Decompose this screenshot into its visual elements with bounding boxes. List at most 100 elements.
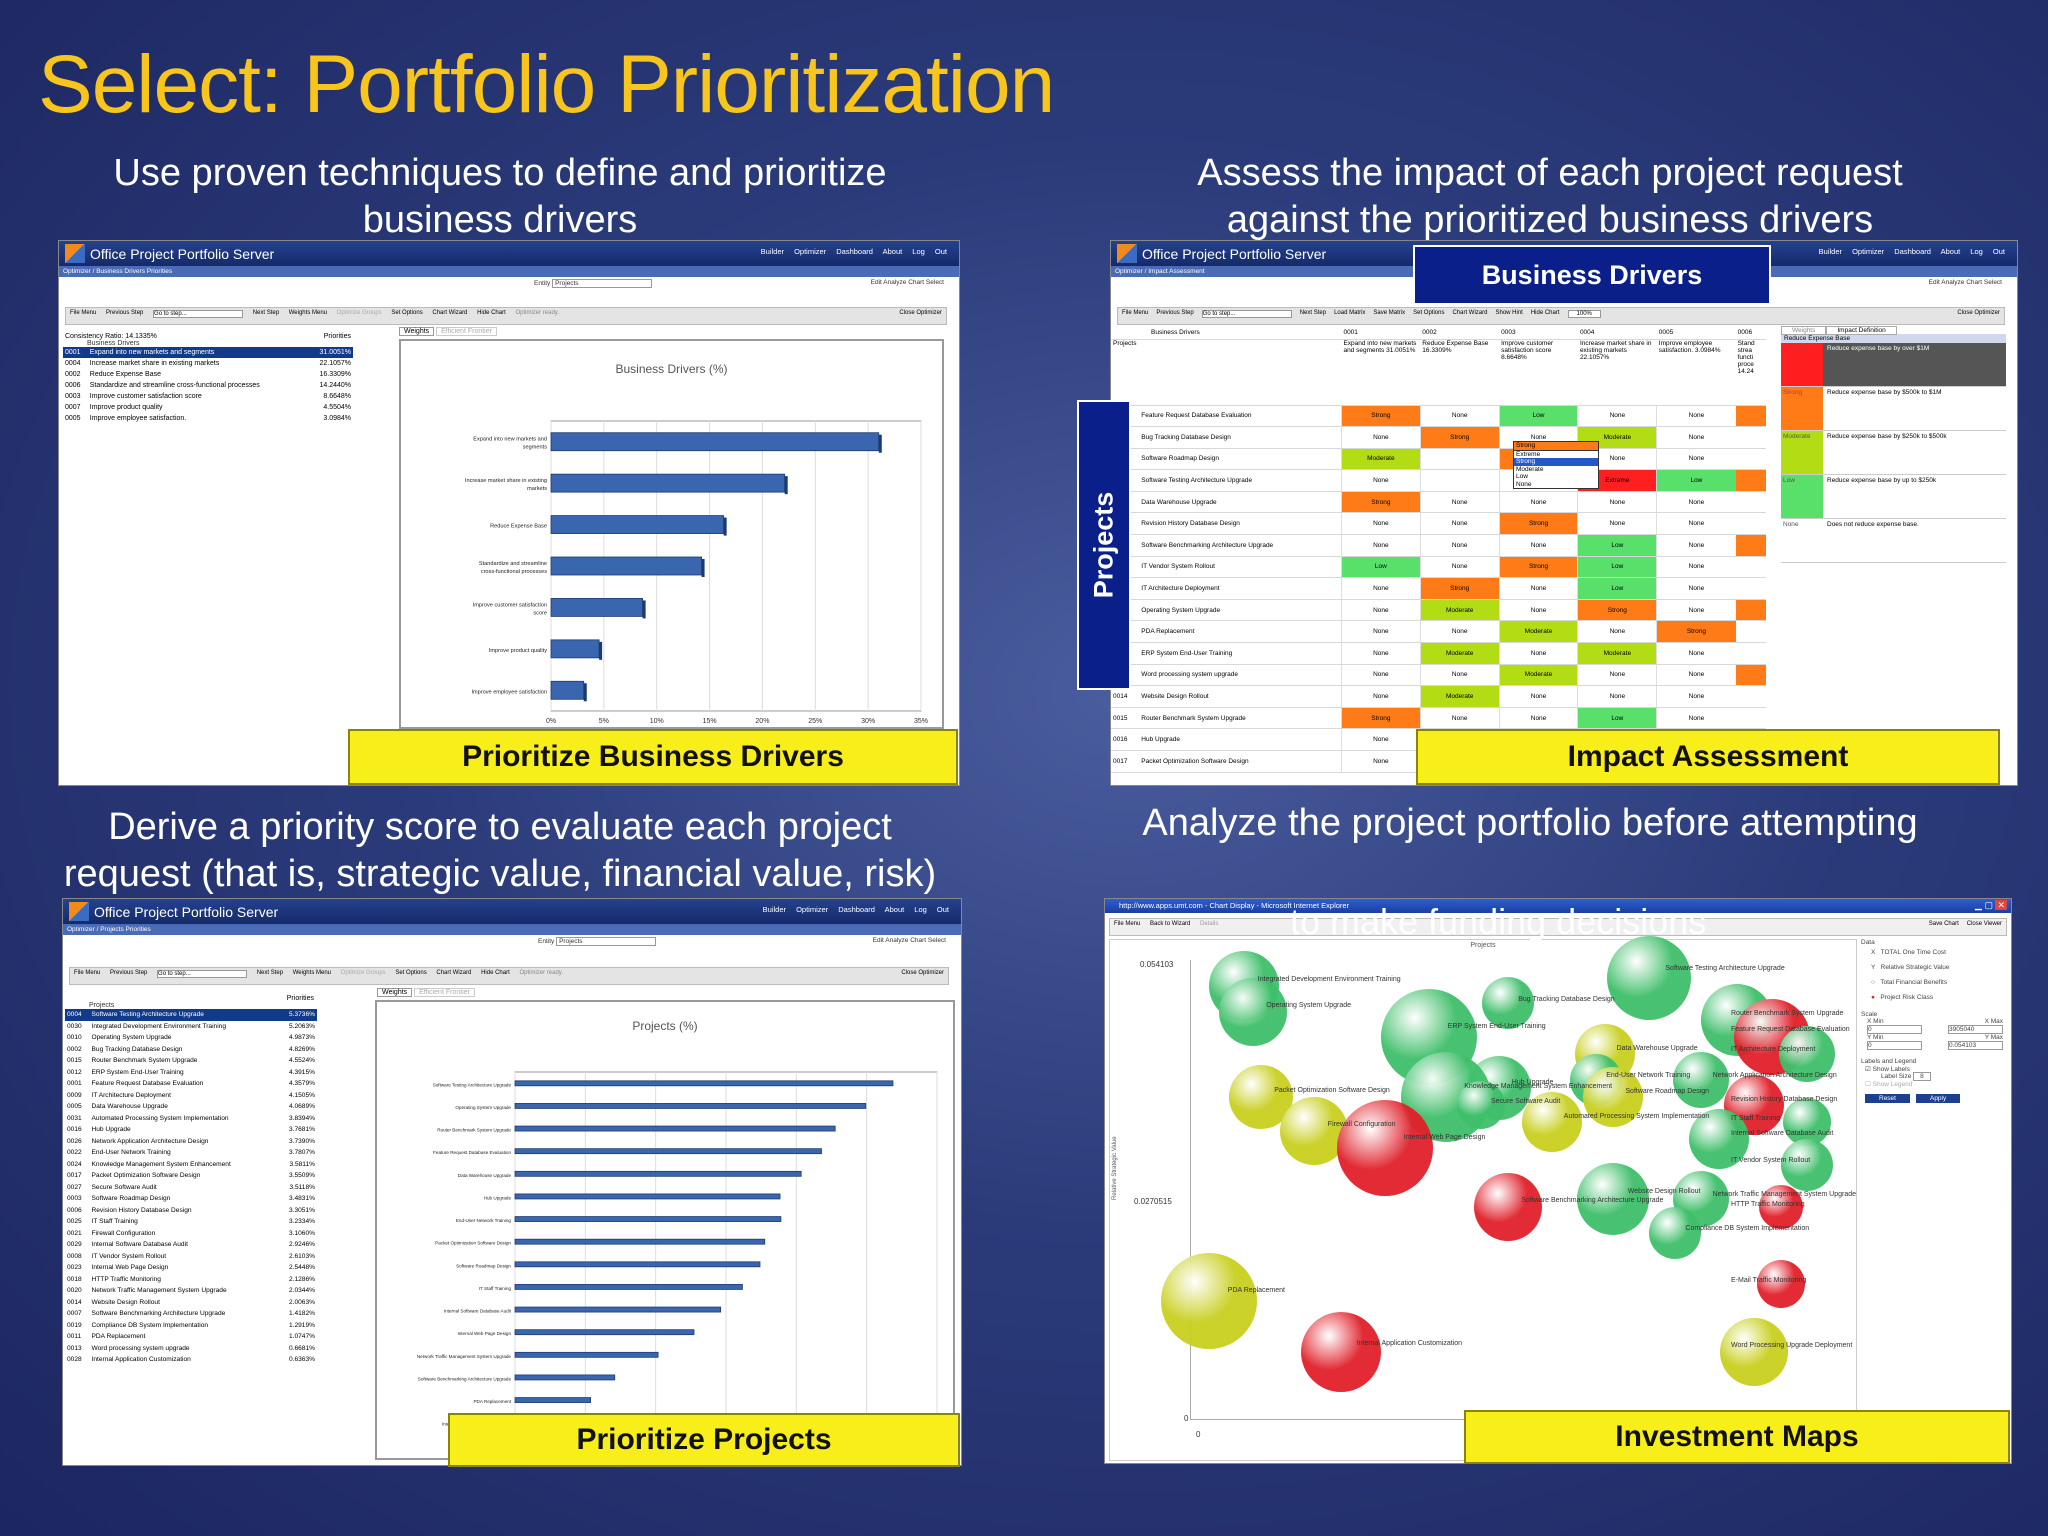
reset-button[interactable]: Reset <box>1865 1094 1910 1103</box>
previous-step-button[interactable]: Previous Step <box>110 970 148 976</box>
impact-cell[interactable] <box>1735 707 1766 730</box>
impact-cell[interactable]: Strong <box>1656 620 1736 644</box>
dropdown-option[interactable]: Moderate <box>1516 465 1544 473</box>
impact-cell[interactable]: None <box>1498 491 1578 514</box>
project-row[interactable]: 0024 Knowledge Management System Enhancem… <box>65 1159 317 1171</box>
project-row[interactable]: 0005 Data Warehouse Upgrade 4.0689% <box>65 1101 317 1113</box>
impact-cell[interactable]: Low <box>1577 577 1657 600</box>
impact-cell[interactable] <box>1735 685 1766 708</box>
previous-step-button[interactable]: Previous Step <box>106 310 144 316</box>
impact-cell[interactable]: None <box>1577 512 1657 536</box>
impact-cell[interactable]: Strong <box>1340 405 1421 428</box>
project-row[interactable]: 0015 Router Benchmark System Upgrade 4.552… <box>65 1055 317 1067</box>
impact-cell[interactable] <box>1735 512 1766 536</box>
details-button[interactable]: Details <box>1200 921 1219 927</box>
impact-cell[interactable]: None <box>1656 512 1736 536</box>
impact-cell[interactable]: None <box>1656 642 1736 665</box>
project-row[interactable]: 0006 Revision History Database Design 3.30… <box>65 1205 317 1217</box>
impact-cell[interactable]: None <box>1498 707 1578 730</box>
impact-cell[interactable]: Low <box>1577 534 1657 557</box>
chart-wizard-button[interactable]: Chart Wizard <box>432 310 468 316</box>
impact-cell[interactable]: Moderate <box>1577 642 1657 665</box>
y-max-input[interactable]: 0.054103 <box>1948 1041 2003 1050</box>
impact-cell[interactable] <box>1735 620 1766 644</box>
impact-cell[interactable]: None <box>1577 405 1657 428</box>
impact-cell[interactable] <box>1419 469 1500 492</box>
sub-nav[interactable]: Edit Analyze Chart Select <box>872 937 946 944</box>
project-bubble[interactable] <box>1300 1311 1381 1392</box>
y-min-input[interactable]: 0 <box>1867 1041 1922 1050</box>
x-field-value[interactable]: TOTAL One Time Cost <box>1880 949 1946 956</box>
impact-cell[interactable]: None <box>1419 491 1500 514</box>
impact-cell[interactable]: Moderate <box>1498 620 1578 644</box>
impact-cell[interactable]: None <box>1498 599 1578 622</box>
entity-selector[interactable]: Entity Projects <box>538 937 657 946</box>
optimize-groups-button[interactable]: Optimize Groups <box>340 970 386 976</box>
impact-cell[interactable]: Strong <box>1340 491 1421 514</box>
show-labels-checkbox[interactable]: ☑ <box>1865 1066 1871 1073</box>
project-row[interactable]: 0014 Website Design Rollout 2.0063% <box>65 1297 317 1309</box>
project-bubble[interactable] <box>1606 935 1691 1020</box>
impact-cell[interactable] <box>1419 448 1500 471</box>
show-legend-checkbox[interactable]: ☐ <box>1865 1081 1871 1088</box>
project-bubble[interactable] <box>1673 1051 1730 1108</box>
project-bubble[interactable] <box>1783 1098 1831 1147</box>
project-row[interactable]: 0003 Software Roadmap Design 3.4831% <box>65 1193 317 1205</box>
go-to-step-select[interactable]: Go to step... <box>1201 310 1292 318</box>
impact-cell[interactable]: None <box>1340 685 1421 708</box>
project-row[interactable]: 0026 Network Application Architecture Des… <box>65 1136 317 1148</box>
project-row[interactable]: 0013 Word processing system upgrade 0.6681… <box>65 1343 317 1355</box>
project-row[interactable]: 0012 ERP System End-User Training 4.3915% <box>65 1067 317 1079</box>
impact-cell[interactable]: None <box>1340 664 1421 687</box>
project-row[interactable]: 0018 HTTP Traffic Monitoring 2.1286% <box>65 1274 317 1286</box>
impact-cell[interactable] <box>1735 491 1766 514</box>
impact-cell[interactable]: Strong <box>1498 512 1578 536</box>
previous-step-button[interactable]: Previous Step <box>1156 310 1194 316</box>
dropdown-option[interactable]: Extreme <box>1516 450 1541 458</box>
tab-weights[interactable]: Weights <box>377 988 413 997</box>
project-row[interactable]: 0002 Bug Tracking Database Design 4.8269% <box>65 1044 317 1056</box>
dropdown-current[interactable]: Strong <box>1514 442 1598 451</box>
impact-cell[interactable]: None <box>1498 642 1578 665</box>
project-row[interactable]: 0009 IT Architecture Deployment 4.1505% <box>65 1090 317 1102</box>
impact-cell[interactable]: None <box>1340 620 1421 644</box>
project-row[interactable]: 0023 Internal Web Page Design 2.5448% <box>65 1262 317 1274</box>
impact-definition-row[interactable]: Strong Reduce expense base by $500k to $1… <box>1781 387 2006 431</box>
show-hint-button[interactable]: Show Hint <box>1495 310 1523 316</box>
project-bubble[interactable] <box>1720 1317 1789 1386</box>
impact-cell[interactable]: Low <box>1340 556 1421 579</box>
hide-chart-button[interactable]: Hide Chart <box>1530 310 1560 316</box>
next-step-button[interactable]: Next Step <box>1299 310 1327 316</box>
project-row[interactable]: 0010 Operating System Upgrade 4.9873% <box>65 1032 317 1044</box>
sub-nav[interactable]: Edit Analyze Chart Select <box>1928 279 2002 286</box>
impact-cell[interactable]: Low <box>1577 707 1657 730</box>
impact-cell[interactable] <box>1735 448 1766 471</box>
impact-cell[interactable]: None <box>1340 534 1421 557</box>
impact-cell[interactable]: None <box>1656 534 1736 557</box>
tab-weights[interactable]: Weights <box>1781 326 1827 335</box>
project-bubble[interactable] <box>1758 1185 1803 1230</box>
project-row[interactable]: 0029 Internal Software Database Audit 2.92… <box>65 1239 317 1251</box>
load-matrix-button[interactable]: Load Matrix <box>1334 310 1366 316</box>
impact-cell[interactable]: None <box>1656 556 1736 579</box>
x-max-input[interactable]: 3905040 <box>1948 1025 2003 1034</box>
impact-cell[interactable]: None <box>1498 534 1578 557</box>
project-bubble[interactable] <box>1649 1206 1701 1259</box>
impact-cell[interactable]: Strong <box>1340 707 1421 730</box>
impact-definition-row[interactable]: Low Reduce expense base by up to $250k <box>1781 475 2006 519</box>
project-bubble[interactable] <box>1583 1066 1644 1127</box>
impact-cell[interactable]: None <box>1656 491 1736 514</box>
impact-cell[interactable]: Strong <box>1419 426 1500 449</box>
tab-efficient-frontier[interactable]: Efficient Frontier <box>414 988 475 997</box>
driver-row[interactable]: 0007 Improve product quality 4.5504% <box>63 402 353 413</box>
tab-weights[interactable]: Weights <box>399 327 435 336</box>
impact-cell[interactable]: None <box>1340 512 1421 536</box>
impact-definition-row[interactable]: Extreme Reduce expense base by over $1M <box>1781 343 2006 387</box>
tab-impact-definition[interactable]: Impact Definition <box>1826 326 1897 335</box>
set-options-button[interactable]: Set Options <box>1413 310 1445 316</box>
set-options-button[interactable]: Set Options <box>395 970 427 976</box>
driver-row[interactable]: 0005 Improve employee satisfaction. 3.0984… <box>63 413 353 424</box>
impact-cell[interactable]: Strong <box>1419 577 1500 600</box>
impact-cell[interactable]: None <box>1577 685 1657 708</box>
impact-cell[interactable] <box>1735 426 1766 449</box>
